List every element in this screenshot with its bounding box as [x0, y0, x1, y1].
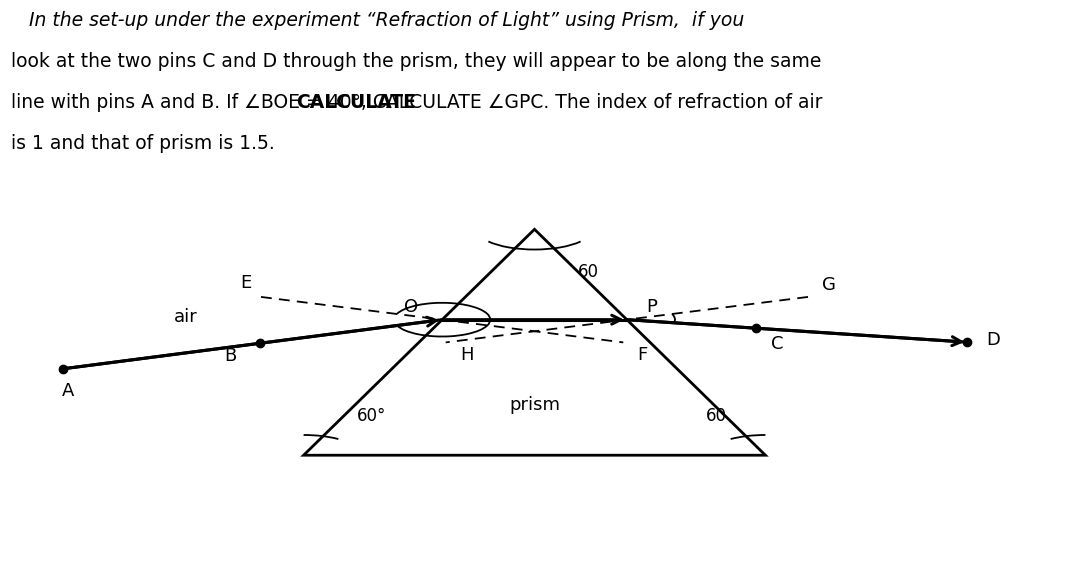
Text: A: A: [62, 382, 74, 400]
Text: E: E: [241, 274, 251, 292]
Text: B: B: [223, 347, 236, 365]
Text: G: G: [822, 275, 836, 293]
Text: H: H: [460, 346, 474, 364]
Text: line with pins A and B. If ∠BOE = 40°, CALCULATE ∠GPC. The index of refraction o: line with pins A and B. If ∠BOE = 40°, C…: [11, 93, 822, 112]
Text: air: air: [173, 308, 197, 327]
Text: look at the two pins C and D through the prism, they will appear to be along the: look at the two pins C and D through the…: [11, 52, 821, 71]
Text: CALCULATE: CALCULATE: [296, 93, 416, 112]
Text: is 1 and that of prism is 1.5.: is 1 and that of prism is 1.5.: [11, 134, 275, 153]
Text: D: D: [987, 332, 1001, 350]
Text: In the set-up under the experiment “Refraction of Light” using Prism,  if you: In the set-up under the experiment “Refr…: [11, 11, 744, 30]
Text: 60: 60: [706, 407, 727, 425]
Text: C: C: [771, 335, 784, 353]
Text: F: F: [638, 346, 648, 364]
Text: P: P: [646, 298, 657, 316]
Text: prism: prism: [509, 396, 560, 414]
Text: 60: 60: [578, 263, 599, 281]
Text: 60°: 60°: [357, 407, 386, 425]
Text: O: O: [404, 298, 418, 316]
